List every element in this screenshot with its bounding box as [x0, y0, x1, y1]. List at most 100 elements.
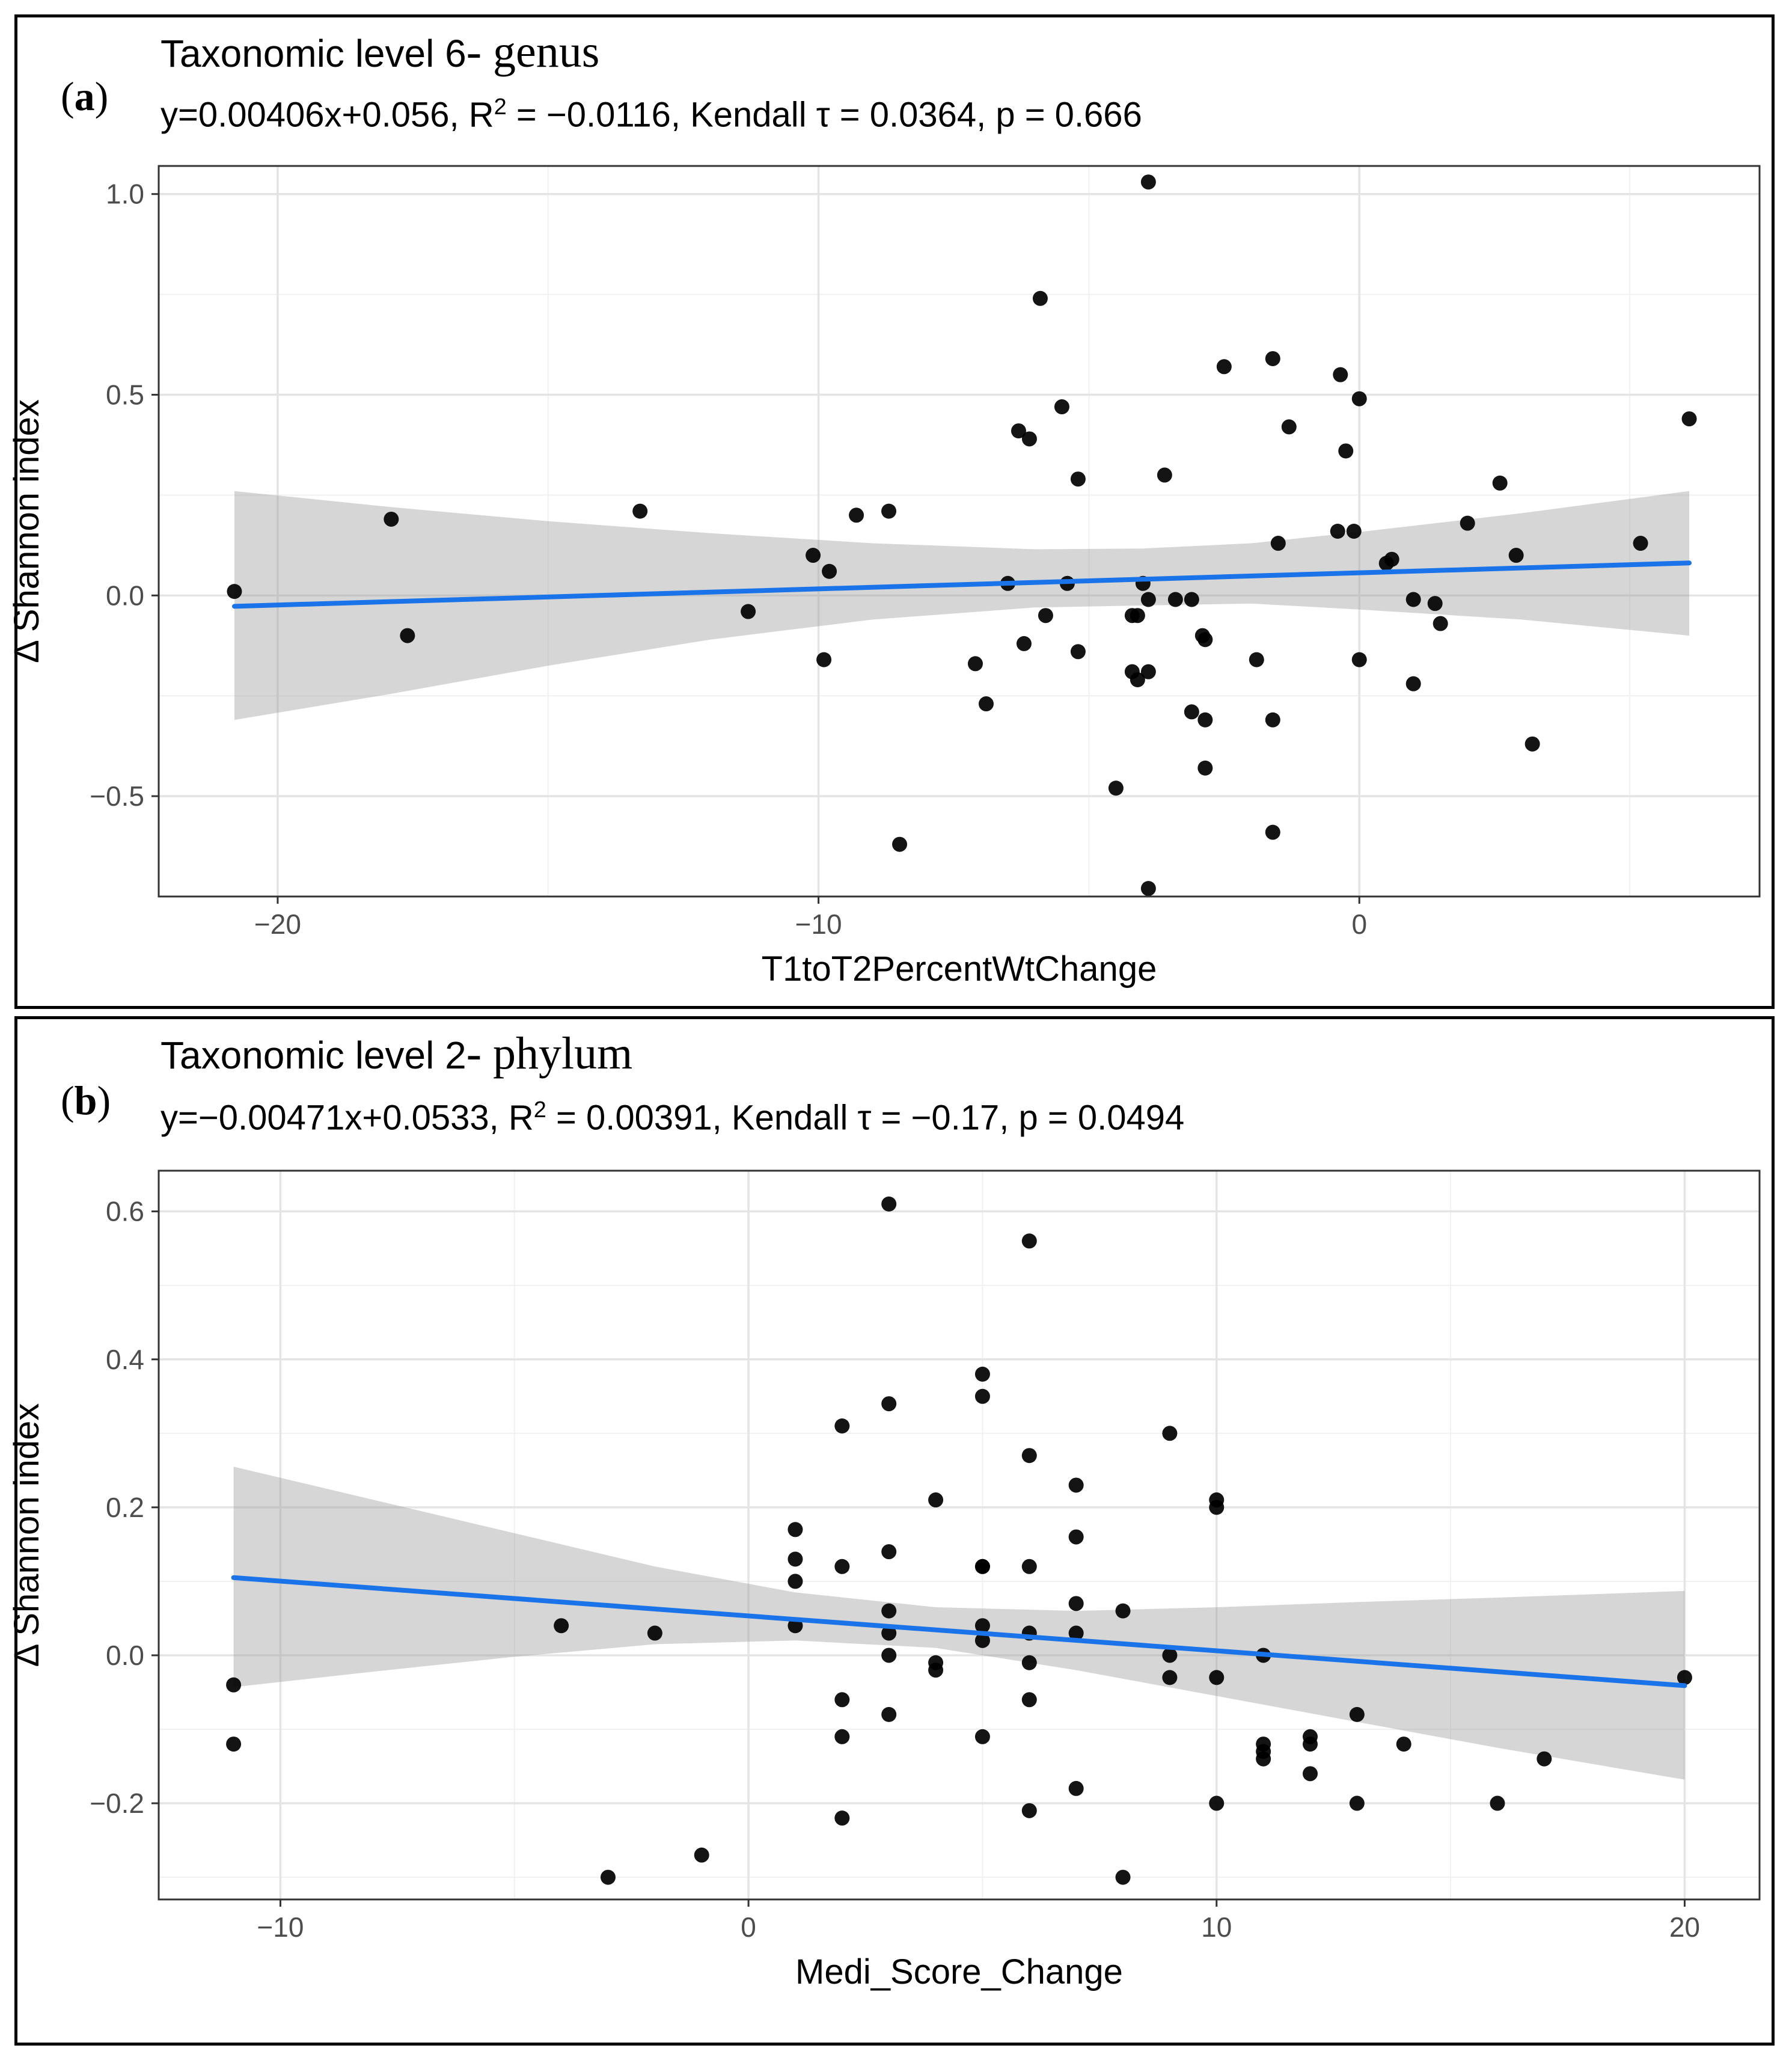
panel-b-label-letter: b [74, 1078, 97, 1123]
panel-a-data-point-12 [978, 696, 994, 712]
panel-a-data-point-57 [1405, 676, 1421, 691]
panel-b-y-tick-label-2: 0.2 [106, 1492, 144, 1523]
panel-a-data-point-46 [1270, 536, 1286, 551]
panel-b-data-point-16 [881, 1396, 897, 1412]
panel-a-data-point-29 [1140, 664, 1156, 679]
panel-a-data-point-16 [1021, 431, 1037, 447]
panel-a-data-point-18 [1038, 608, 1053, 624]
panel-a-plot-border [157, 165, 1761, 898]
panel-b-data-point-44 [1115, 1603, 1131, 1619]
panel-a-data-point-36 [1184, 704, 1199, 720]
panel-a-data-point-14 [1011, 423, 1026, 439]
panel-a-x-axis-title: T1toT2PercentWtChange [762, 949, 1157, 989]
panel-a-data-point-44 [1265, 712, 1280, 728]
panel-b-data-point-11 [834, 1559, 850, 1574]
panel-b-data-point-8 [787, 1574, 803, 1589]
panel-a-data-point-8 [849, 507, 864, 523]
panel-a-data-point-56 [1405, 592, 1421, 607]
panel-b-data-point-2 [554, 1618, 569, 1634]
panel-a-data-point-42 [1249, 652, 1264, 667]
panel-b: Taxonomic level 2- phylum (b) y=−0.00471… [7, 1016, 1775, 2046]
panel-b-data-point-46 [1162, 1426, 1178, 1441]
panel-a-data-point-58 [1427, 596, 1443, 612]
panel-b-data-point-20 [881, 1648, 897, 1663]
panel-b-data-point-51 [1209, 1670, 1225, 1685]
panel-a-data-point-50 [1338, 443, 1354, 459]
panel-b-data-point-60 [1349, 1706, 1365, 1722]
panel-b-data-point-10 [834, 1418, 850, 1434]
panel-b-data-point-30 [974, 1632, 990, 1648]
panel-a-data-point-43 [1265, 351, 1280, 366]
panel-b-data-point-62 [1396, 1737, 1411, 1752]
panel-b-title-suffix: - phylum [466, 1028, 633, 1079]
panel-a-data-point-5 [806, 548, 821, 563]
panel-a-data-point-17 [1032, 290, 1048, 306]
panel-a-data-point-65 [1681, 411, 1697, 427]
panel-b-subtitle: y=−0.00471x+0.0533, R2 = 0.00391, Kendal… [161, 1097, 1184, 1138]
panel-a-title-main: Taxonomic level 6 [161, 32, 466, 75]
panel-b-data-point-52 [1209, 1795, 1225, 1811]
panel-a-x-tick-label-1: −10 [795, 909, 842, 940]
panel-b-data-point-17 [881, 1544, 897, 1560]
panel-b-data-point-47 [1162, 1648, 1178, 1663]
panel-b-data-point-65 [1677, 1670, 1692, 1685]
panel-a-plot-area [159, 166, 1760, 897]
panel-a-regression-line [231, 560, 1692, 609]
panel-b-data-point-6 [787, 1522, 803, 1537]
panel-a-subtitle: y=0.00406x+0.056, R2 = −0.0116, Kendall … [161, 94, 1142, 135]
panel-a-data-point-63 [1524, 736, 1540, 752]
panel-a-x-tick-label-2: 0 [1351, 909, 1367, 940]
panel-b-data-point-45 [1115, 1869, 1131, 1885]
panel-b-data-point-5 [694, 1847, 709, 1863]
panel-b-data-point-29 [974, 1618, 990, 1634]
panel-b-y-tick-label-3: 0.4 [106, 1344, 144, 1375]
panel-a-data-point-2 [400, 628, 415, 643]
panel-a-data-point-31 [1140, 174, 1156, 190]
panel-b-data-point-28 [974, 1559, 990, 1574]
panel-b-y-tick-label-4: 0.6 [106, 1196, 144, 1227]
panel-b-data-point-22 [928, 1492, 944, 1508]
panel-a-data-point-0 [227, 584, 242, 599]
panel-a-data-point-30 [1140, 592, 1156, 607]
panel-a-data-point-38 [1197, 632, 1213, 648]
panel-a-data-point-45 [1265, 824, 1280, 840]
panel-b-x-tick-label-3: 20 [1669, 1911, 1700, 1943]
panel-a-data-point-55 [1384, 551, 1399, 567]
panel-a-data-point-33 [1157, 467, 1172, 483]
panel-b-data-point-56 [1256, 1751, 1271, 1767]
panel-b-data-point-64 [1537, 1751, 1552, 1767]
panel-a-data-point-22 [1070, 644, 1086, 660]
panel-a-data-point-52 [1351, 391, 1367, 406]
panel-b-data-point-19 [881, 1625, 897, 1641]
panel-b-data-point-40 [1068, 1529, 1084, 1545]
panel-b-data-point-25 [974, 1366, 990, 1382]
panel-b-y-tick-label-1: 0.0 [106, 1640, 144, 1671]
panel-b-plot: −10 0 10 20 −0.2 0.0 0.2 0.4 0.6 Medi_Score_Chang… [7, 1169, 1761, 1991]
panel-b-confidence-ribbon [233, 1467, 1685, 1780]
panel-a-data-point-61 [1492, 475, 1508, 491]
panel-b-data-point-43 [1068, 1780, 1084, 1796]
panel-a-data-point-26 [1130, 672, 1145, 688]
panel-a-label: (a) [61, 73, 109, 119]
panel-a-confidence-ribbon [234, 491, 1689, 720]
panel-b-data-point-38 [1021, 1803, 1037, 1818]
panel-a-data-point-6 [816, 652, 832, 667]
panel-b-data-point-61 [1349, 1795, 1365, 1811]
panel-b-data-point-33 [1021, 1448, 1037, 1464]
panel-a: Taxonomic level 6- genus (a) y=0.00406x+… [7, 14, 1775, 1009]
panel-b-data-point-1 [226, 1737, 242, 1752]
panel-a-title-suffix: - genus [466, 26, 600, 77]
panel-b-plot-area [159, 1171, 1760, 1899]
panel-b-plot-border [157, 1169, 1761, 1901]
panel-b-data-point-26 [974, 1388, 990, 1404]
panel-b-data-point-12 [834, 1692, 850, 1708]
panel-b-data-point-21 [881, 1706, 897, 1722]
panel-a-data-point-10 [892, 836, 908, 852]
panel-a-y-axis-title: Δ Shannon index [7, 399, 46, 663]
panel-a-data-point-27 [1130, 608, 1145, 624]
panel-a-data-point-4 [741, 604, 756, 619]
panel-b-data-point-14 [834, 1810, 850, 1826]
panel-b-title: Taxonomic level 2- phylum [161, 1028, 632, 1080]
panel-a-data-point-19 [1054, 399, 1069, 415]
panel-b-data-point-63 [1490, 1795, 1505, 1811]
